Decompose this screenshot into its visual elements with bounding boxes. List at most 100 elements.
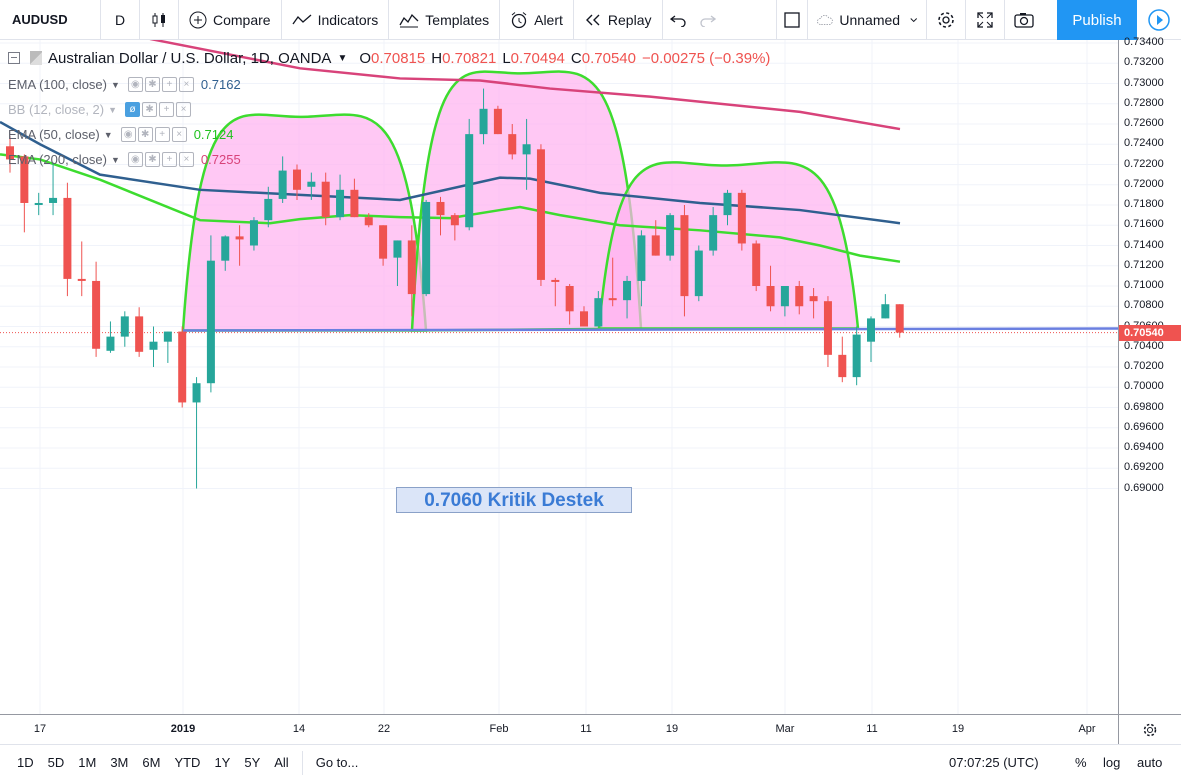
range-button-1m[interactable]: 1M <box>78 755 97 770</box>
goto-button[interactable]: Go to... <box>315 755 359 770</box>
eye-icon[interactable]: ◉ <box>127 77 143 92</box>
gear-icon[interactable]: ✱ <box>144 152 160 167</box>
candle-body <box>780 286 789 307</box>
log-toggle[interactable]: log <box>1103 755 1121 770</box>
candle-body <box>766 286 775 307</box>
indicator-ema200[interactable]: EMA (200, close) ▼ ◉ ✱ + × 0.7255 <box>8 147 770 172</box>
indicators-button[interactable]: Indicators <box>282 0 389 40</box>
axis-settings-button[interactable] <box>1118 714 1181 744</box>
close-icon[interactable]: × <box>176 102 192 117</box>
range-button-5y[interactable]: 5Y <box>244 755 261 770</box>
candle-body <box>623 280 632 301</box>
redo-icon <box>699 14 716 27</box>
candles-icon <box>152 12 165 27</box>
gear-icon[interactable]: ✱ <box>137 127 153 142</box>
price-axis[interactable]: 0.73400 0.73200 0.73000 0.72800 0.72600 0.724… <box>1118 36 1181 714</box>
price-tick-label: 0.69000 <box>1124 481 1164 494</box>
candle-body <box>867 318 875 342</box>
candle-body <box>752 243 761 286</box>
rewind-icon <box>585 14 600 25</box>
range-button-1y[interactable]: 1Y <box>214 755 231 770</box>
redo-button[interactable] <box>693 0 723 40</box>
fullscreen-select-button[interactable] <box>777 0 807 40</box>
close-icon[interactable]: × <box>178 77 194 92</box>
support-annotation[interactable]: 0.7060 Kritik Destek <box>396 487 632 513</box>
indicator-ema100[interactable]: EMA (100, close) ▼ ◉ ✱ + × 0.7162 <box>8 72 770 97</box>
current-price-label: 0.70540 <box>1119 324 1181 341</box>
plus-icon[interactable]: + <box>154 127 170 142</box>
legend: Australian Dollar / U.S. Dollar, 1D, OAN… <box>8 44 770 172</box>
collapse-icon[interactable] <box>8 52 20 64</box>
chart-pane[interactable] <box>0 40 1118 714</box>
candle-body <box>637 235 646 281</box>
snapshot-button[interactable] <box>1005 0 1043 40</box>
price-tick-label: 0.73400 <box>1124 36 1164 48</box>
symbol-search[interactable]: AUDUSD <box>12 12 68 27</box>
gear-icon[interactable]: ✱ <box>142 102 158 117</box>
auto-toggle[interactable]: auto <box>1137 755 1163 770</box>
time-tick-label: 22 <box>377 723 391 735</box>
gear-icon[interactable]: ✱ <box>144 77 160 92</box>
range-button-1d[interactable]: 1D <box>17 755 34 770</box>
candle-body <box>221 236 230 261</box>
close-icon[interactable]: × <box>171 127 187 142</box>
hidden-eye-icon[interactable]: ø <box>125 102 141 117</box>
settings-button[interactable] <box>927 0 965 40</box>
chart-type-button[interactable] <box>140 0 178 40</box>
chevron-down-icon[interactable]: ▼ <box>103 129 113 140</box>
chevron-down-icon[interactable]: ▼ <box>111 154 120 165</box>
fullscreen-button[interactable] <box>966 0 1004 40</box>
price-tick-label: 0.71400 <box>1124 238 1164 251</box>
time-tick-label: Apr <box>1078 723 1096 735</box>
time-axis[interactable]: 17 2019 14 22 Feb 11 19 Mar 11 19 Apr <box>0 714 1118 745</box>
compare-button[interactable]: Compare <box>179 0 281 40</box>
ohlc-low: L0.70494 <box>502 49 565 67</box>
alert-button[interactable]: Alert <box>500 0 573 40</box>
eye-icon[interactable]: ◉ <box>127 152 143 167</box>
candle-body <box>580 311 588 327</box>
chevron-down-icon[interactable]: ▼ <box>108 104 118 115</box>
range-button-3m[interactable]: 3M <box>110 755 129 770</box>
interval-button[interactable]: D <box>114 11 126 28</box>
range-button-5d[interactable]: 5D <box>47 755 65 770</box>
candle-body <box>651 235 660 256</box>
templates-button[interactable]: Templates <box>389 0 499 40</box>
plus-icon[interactable]: + <box>159 102 175 117</box>
close-icon[interactable]: × <box>178 152 194 167</box>
price-tick-label: 0.72800 <box>1124 96 1164 109</box>
price-change: −0.00275 (−0.39%) <box>641 49 771 67</box>
indicator-value: 0.7255 <box>200 152 241 167</box>
candle-body <box>336 189 345 218</box>
publish-button[interactable]: Publish <box>1057 0 1137 40</box>
range-button-ytd[interactable]: YTD <box>174 755 201 770</box>
indicator-bb[interactable]: BB (12, close, 2) ▼ ø ✱ + × <box>8 97 770 122</box>
plus-icon[interactable]: + <box>161 77 177 92</box>
candle-body <box>680 215 689 297</box>
play-button[interactable] <box>1137 0 1181 40</box>
candle-body <box>63 197 72 279</box>
eye-icon[interactable]: ◉ <box>120 127 136 142</box>
candle-body <box>321 181 330 218</box>
candle-body <box>135 316 144 352</box>
layout-menu-button[interactable]: Unnamed <box>808 0 926 40</box>
percent-toggle[interactable]: % <box>1075 755 1087 770</box>
compare-label: Compare <box>213 11 271 28</box>
plus-icon[interactable]: + <box>161 152 177 167</box>
divider <box>301 750 303 775</box>
range-button-all[interactable]: All <box>274 755 289 770</box>
replay-button[interactable]: Replay <box>574 0 662 40</box>
candle-body <box>20 156 29 203</box>
chart-canvas[interactable] <box>0 40 1118 714</box>
chevron-down-icon[interactable]: ▼ <box>337 52 348 64</box>
chevron-down-icon[interactable]: ▼ <box>111 79 120 90</box>
range-button-6m[interactable]: 6M <box>142 755 161 770</box>
clock[interactable]: 07:07:25 (UTC) <box>949 755 1039 770</box>
undo-button[interactable] <box>663 0 693 40</box>
candle-body <box>249 220 258 246</box>
ema50-line <box>0 153 901 263</box>
indicator-ema50[interactable]: EMA (50, close) ▼ ◉ ✱ + × 0.7124 <box>8 122 770 147</box>
time-tick-label: 11 <box>580 723 592 735</box>
time-tick-label: 19 <box>665 723 679 735</box>
divider <box>139 0 140 40</box>
price-tick-label: 0.72200 <box>1124 157 1164 170</box>
